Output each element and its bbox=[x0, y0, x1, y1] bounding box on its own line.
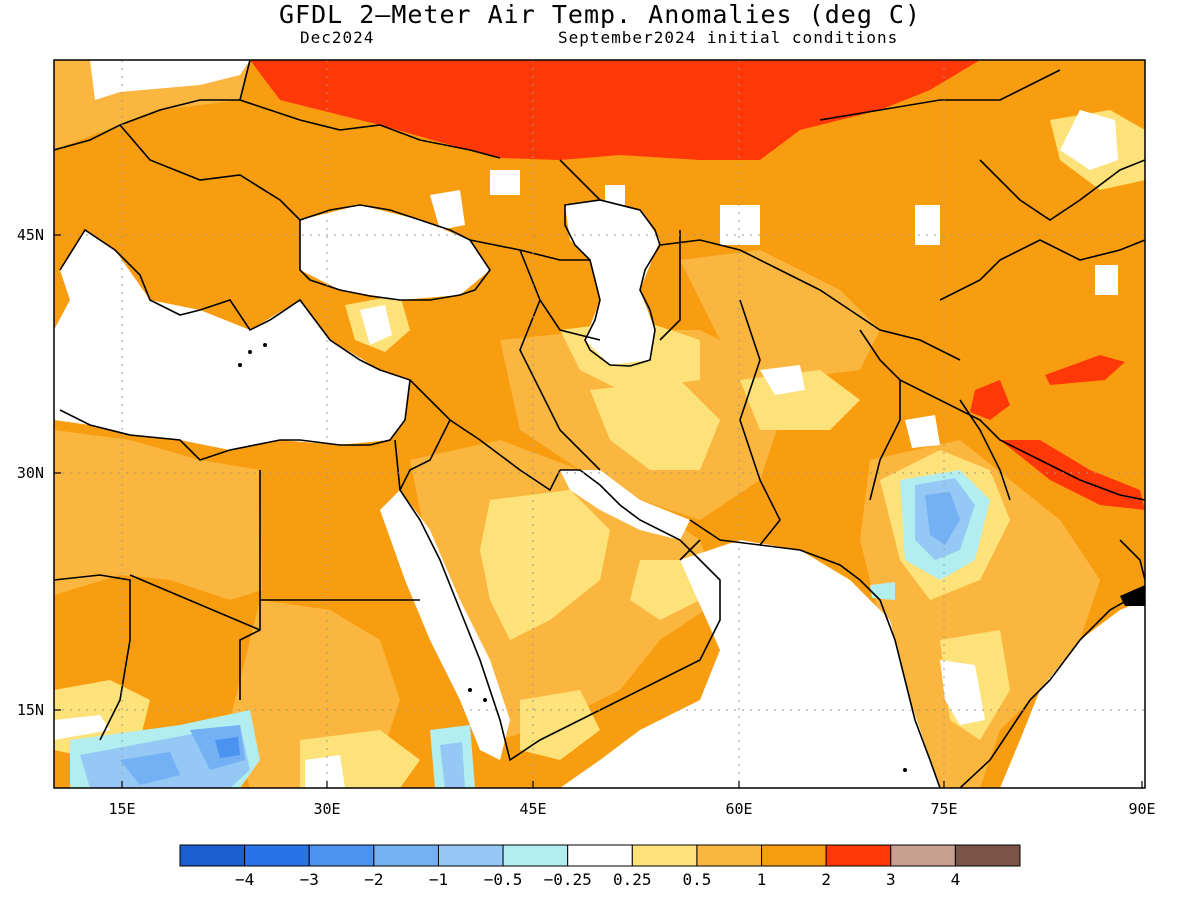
map-frame bbox=[53, 59, 1146, 789]
colorbar-swatch bbox=[761, 844, 827, 867]
graticule bbox=[54, 60, 1145, 788]
colorbar-swatch bbox=[244, 844, 310, 867]
colorbar-label: 4 bbox=[951, 870, 961, 889]
cool-anomaly-pockets bbox=[54, 470, 990, 788]
colorbar-label: 0.5 bbox=[682, 870, 711, 889]
colorbar-swatch bbox=[437, 844, 504, 867]
lat-tick-label: 45N bbox=[17, 226, 44, 244]
lat-tick-label: 30N bbox=[17, 464, 44, 482]
colorbar-swatch bbox=[890, 844, 956, 867]
neutral-and-sea-regions bbox=[54, 60, 1145, 788]
latitude-ticks: 45N 30N 15N bbox=[17, 226, 61, 719]
lon-tick-label: 60E bbox=[725, 800, 752, 818]
colorbar-label: −3 bbox=[300, 870, 319, 889]
colorbar-swatch bbox=[825, 844, 892, 867]
colorbar-swatch bbox=[502, 844, 569, 867]
colorbar-label: −4 bbox=[235, 870, 254, 889]
colorbar-swatch bbox=[631, 844, 698, 867]
colorbar-label: −0.25 bbox=[544, 870, 592, 889]
chart-title: GFDL 2—Meter Air Temp. Anomalies (deg C) bbox=[278, 0, 922, 29]
lon-tick-label: 90E bbox=[1128, 800, 1155, 818]
colorbar-label: 1 bbox=[757, 870, 767, 889]
longitude-ticks: 15E 30E 45E 60E 75E 90E bbox=[108, 781, 1156, 818]
small-island-marks bbox=[238, 343, 1145, 772]
colorbar-label: −2 bbox=[364, 870, 383, 889]
colorbar-swatch bbox=[567, 844, 633, 867]
lon-tick-label: 45E bbox=[519, 800, 546, 818]
colorbar-label: 2 bbox=[821, 870, 831, 889]
map-field bbox=[54, 60, 1145, 788]
colorbar-swatch bbox=[373, 844, 439, 867]
lon-tick-label: 30E bbox=[313, 800, 340, 818]
colorbar-swatch bbox=[954, 844, 1021, 867]
initial-conditions-label: September2024 initial conditions bbox=[558, 28, 899, 47]
colorbar-swatch bbox=[696, 844, 763, 867]
lat-tick-label: 15N bbox=[17, 701, 44, 719]
lon-tick-label: 75E bbox=[930, 800, 957, 818]
colorbar-label: −0.5 bbox=[484, 870, 523, 889]
colorbar: −4 −3 −2 −1 −0.5 −0.25 0.25 0.5 1 2 3 4 bbox=[179, 844, 1021, 889]
colorbar-label: 0.25 bbox=[613, 870, 652, 889]
coastlines-and-borders bbox=[54, 60, 1145, 788]
colorbar-label: −1 bbox=[429, 870, 448, 889]
colorbar-label: 3 bbox=[886, 870, 896, 889]
lon-tick-label: 15E bbox=[108, 800, 135, 818]
colorbar-swatch bbox=[308, 844, 375, 867]
colorbar-swatch bbox=[179, 844, 246, 867]
valid-month-label: Dec2024 bbox=[300, 28, 375, 47]
